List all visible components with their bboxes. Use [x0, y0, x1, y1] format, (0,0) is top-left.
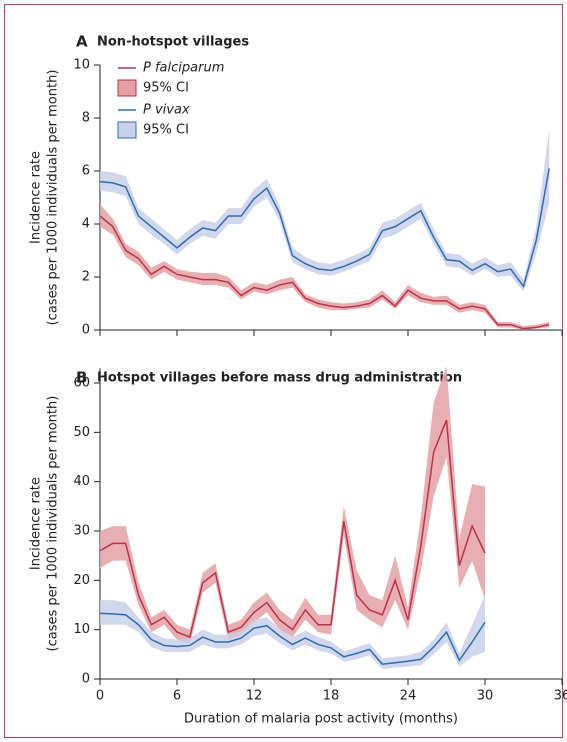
y-tick-label: 2: [82, 270, 90, 285]
y-axis-label: Incidence rate: [29, 151, 44, 244]
series-line: [99, 419, 486, 639]
panel-title: Non-hotspot villages: [97, 35, 249, 50]
y-tick-label: 10: [73, 58, 90, 73]
y-tick-label: 50: [73, 425, 90, 440]
y-tick-label: 6: [82, 164, 90, 179]
series-line: [99, 215, 550, 330]
ci-band: [100, 365, 485, 645]
x-tick-label: 0: [96, 689, 104, 704]
y-tick-label: 0: [82, 323, 90, 338]
legend-label: P falciparum: [143, 61, 224, 76]
panel-letter: B: [76, 369, 87, 387]
x-tick-label: 24: [400, 689, 417, 704]
x-tick-label: 30: [477, 689, 494, 704]
x-axis-label: Duration of malaria post activity (month…: [184, 712, 458, 727]
legend-label: 95% CI: [143, 81, 189, 96]
x-tick-label: 18: [323, 689, 340, 704]
y-axis-label: (cases per 1000 individuals per month): [46, 396, 61, 652]
panel-letter: A: [76, 33, 88, 51]
x-tick-label: 6: [173, 689, 181, 704]
y-tick-label: 4: [82, 217, 90, 232]
ci-band: [100, 204, 550, 330]
y-axis-label: (cases per 1000 individuals per month): [46, 70, 61, 326]
frame: [4, 4, 563, 738]
x-tick-label: 36: [554, 689, 567, 704]
y-tick-label: 10: [73, 622, 90, 637]
y-tick-label: 8: [82, 111, 90, 126]
panel-title: Hotspot villages before mass drug admini…: [97, 371, 462, 386]
y-tick-label: 30: [73, 524, 90, 539]
legend-swatch: [117, 121, 137, 139]
legend-label: P vivax: [143, 103, 190, 118]
y-tick-label: 60: [73, 376, 90, 391]
series-line: [99, 168, 550, 288]
legend-swatch: [117, 79, 137, 97]
y-axis-label: Incidence rate: [29, 477, 44, 570]
legend-label: 95% CI: [143, 123, 189, 138]
x-tick-label: 12: [246, 689, 263, 704]
series-line: [99, 612, 486, 665]
ci-band: [100, 128, 550, 292]
y-tick-label: 20: [73, 573, 90, 588]
y-tick-label: 0: [82, 672, 90, 687]
y-tick-label: 40: [73, 474, 90, 489]
